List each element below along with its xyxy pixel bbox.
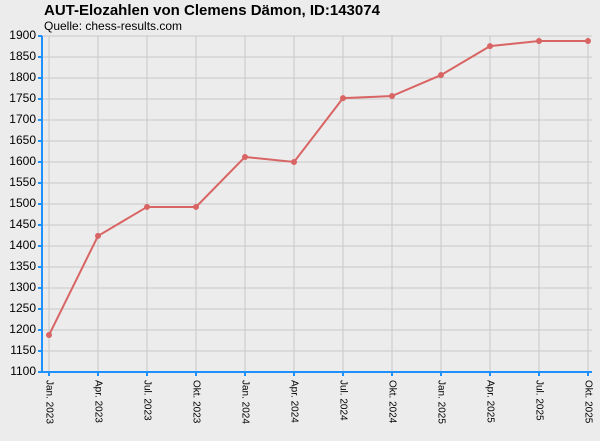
- point: [536, 38, 542, 45]
- point: [95, 232, 101, 239]
- x-tick-label: Apr. 2024: [288, 380, 299, 423]
- y-tick-label: 1500: [9, 196, 36, 210]
- series-line: [48, 40, 588, 336]
- y-tick-label: 1400: [9, 238, 36, 252]
- y-tick-label: 1650: [9, 133, 36, 147]
- y-tick-label: 1550: [9, 175, 36, 189]
- x-tick-label: Jan. 2024: [239, 380, 250, 424]
- point: [242, 153, 248, 160]
- point: [291, 159, 297, 165]
- y-tick-label: 1800: [9, 70, 36, 84]
- x-tick-label: Jan. 2023: [43, 380, 54, 424]
- x-tick-label: Jul. 2024: [337, 380, 348, 421]
- x-tick-label: Apr. 2025: [484, 380, 495, 423]
- y-tick-label: 1700: [9, 112, 36, 126]
- x-tick-label: Jul. 2025: [533, 380, 544, 421]
- x-tick-label: Okt. 2023: [190, 380, 201, 424]
- point: [585, 38, 591, 45]
- point: [389, 93, 395, 100]
- x-tick-label: Okt. 2025: [582, 380, 593, 424]
- y-tick-label: 1100: [10, 364, 36, 378]
- point: [487, 43, 493, 50]
- point: [340, 95, 346, 102]
- y-tick-label: 1850: [9, 49, 36, 63]
- y-tick-label: 1600: [9, 154, 36, 168]
- y-tick-label: 1200: [9, 322, 36, 336]
- x-tick-label: Okt. 2024: [386, 380, 397, 424]
- point: [46, 332, 52, 339]
- chart-title: AUT-Elozahlen von Clemens Dämon, ID:1430…: [44, 2, 381, 19]
- x-tick-label: Apr. 2023: [92, 380, 103, 423]
- point: [144, 203, 150, 210]
- x-tick-label: Jul. 2023: [141, 380, 152, 421]
- y-tick-label: 1150: [10, 343, 36, 357]
- y-tick-label: 1250: [9, 301, 36, 315]
- y-tick-label: 1450: [9, 217, 36, 231]
- point: [193, 203, 199, 210]
- y-tick-label: 1750: [9, 91, 36, 105]
- y-tick-label: 1300: [9, 280, 36, 294]
- y-tick-label: 1350: [9, 259, 36, 273]
- x-tick-label: Jan. 2025: [435, 380, 446, 424]
- y-tick-label: 1900: [9, 28, 36, 42]
- chart-subtitle: Quelle: chess-results.com: [44, 19, 182, 33]
- point: [438, 72, 444, 79]
